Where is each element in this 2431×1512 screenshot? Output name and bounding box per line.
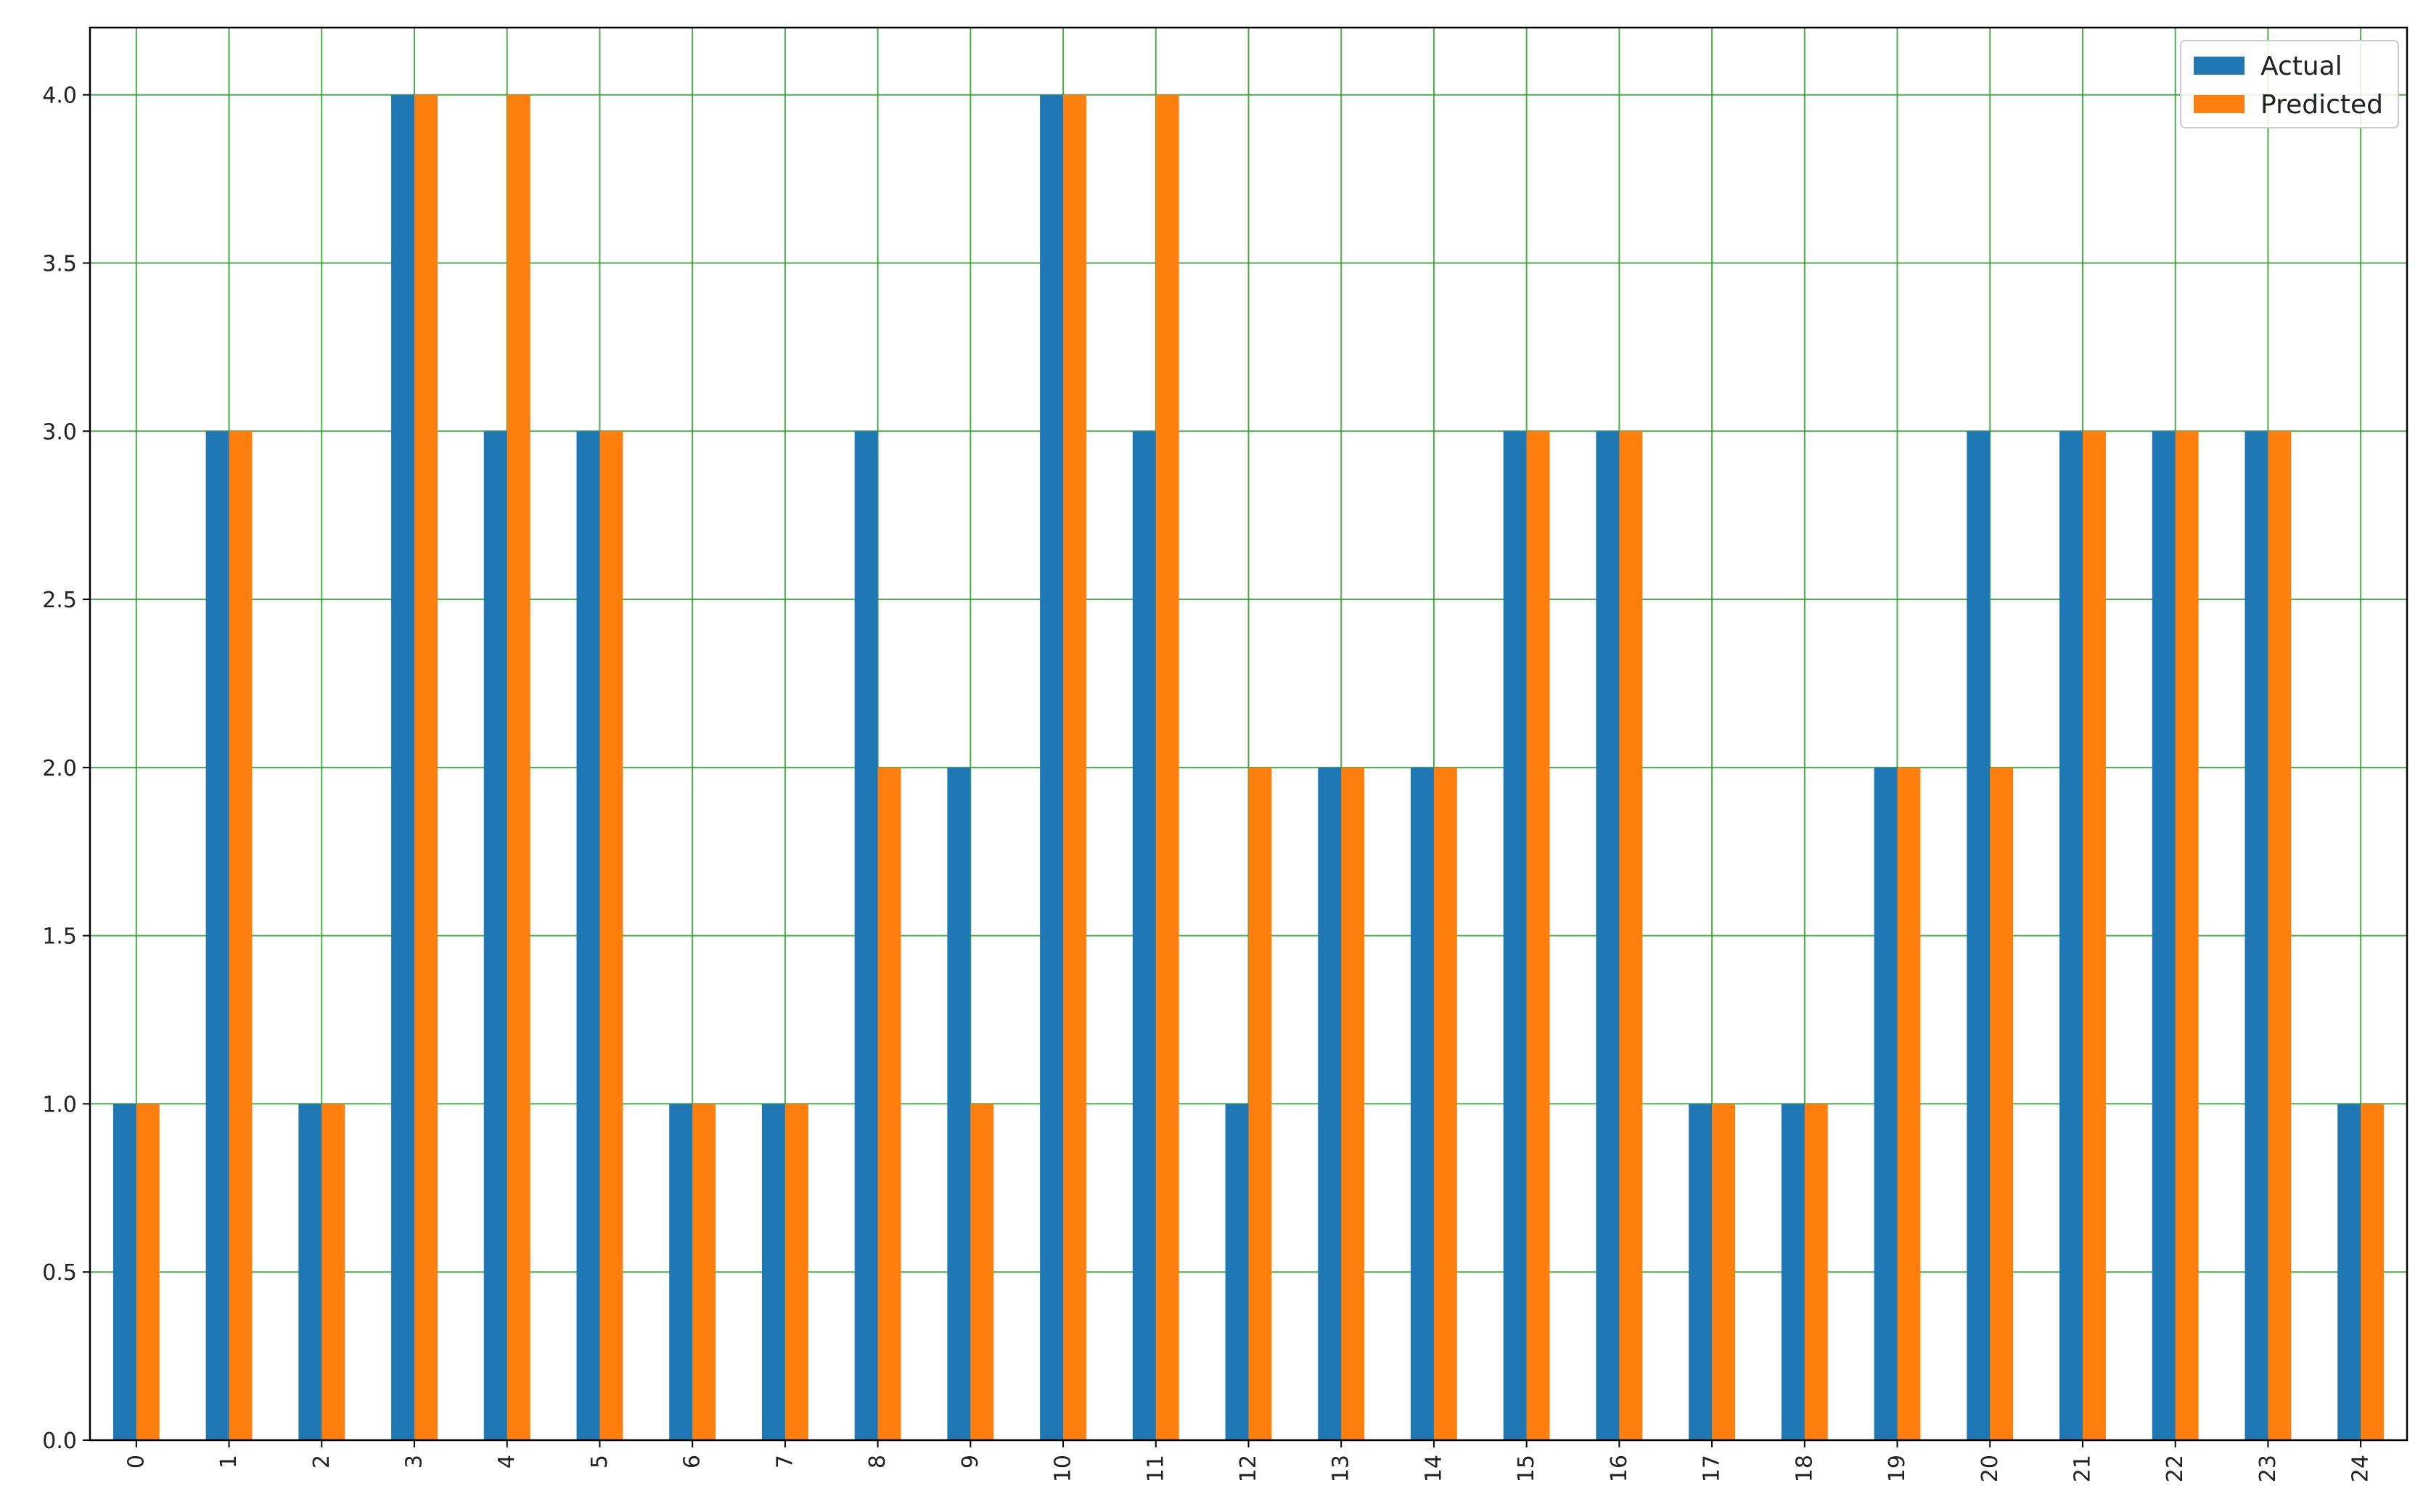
- bar-predicted-23: [2268, 431, 2292, 1441]
- x-tick-label-19: 19: [1885, 1455, 1910, 1482]
- x-tick-label-22: 22: [2163, 1455, 2188, 1482]
- bar-actual-22: [2152, 431, 2176, 1441]
- bar-actual-4: [483, 431, 507, 1441]
- bar-predicted-14: [1433, 767, 1457, 1440]
- bar-actual-11: [1132, 431, 1156, 1441]
- bar-predicted-12: [1248, 767, 1272, 1440]
- bar-predicted-0: [136, 1104, 160, 1440]
- bar-actual-24: [2337, 1104, 2361, 1440]
- bar-actual-21: [2059, 431, 2083, 1441]
- bar-actual-13: [1318, 767, 1342, 1440]
- bar-predicted-16: [1619, 431, 1643, 1441]
- x-tick-label-11: 11: [1143, 1455, 1168, 1482]
- bar-actual-1: [205, 431, 229, 1441]
- bar-predicted-15: [1526, 431, 1550, 1441]
- bars: [112, 94, 2385, 1441]
- x-tick-label-10: 10: [1051, 1455, 1076, 1482]
- x-tick-label-4: 4: [494, 1455, 520, 1468]
- x-tick-label-2: 2: [309, 1455, 335, 1468]
- bar-actual-8: [854, 431, 878, 1441]
- bar-predicted-6: [692, 1104, 716, 1440]
- bar-predicted-4: [507, 94, 530, 1441]
- y-tick-label-6: 3.0: [42, 419, 77, 445]
- bar-actual-23: [2245, 431, 2268, 1441]
- bar-predicted-5: [599, 431, 623, 1441]
- bar-actual-16: [1596, 431, 1620, 1441]
- y-tick-label-1: 0.5: [42, 1260, 77, 1286]
- bar-predicted-13: [1341, 767, 1365, 1440]
- y-axis: 0.0 0.5 1.0 1.5 2.0 2.5 3.0 3.5 4.0: [42, 83, 90, 1454]
- legend-swatch-predicted: [2194, 95, 2245, 113]
- x-tick-label-0: 0: [123, 1455, 149, 1468]
- x-tick-label-18: 18: [1792, 1455, 1817, 1482]
- bar-actual-14: [1411, 767, 1434, 1440]
- x-tick-label-14: 14: [1421, 1455, 1446, 1482]
- bar-actual-18: [1781, 1104, 1805, 1440]
- bar-actual-19: [1874, 767, 1898, 1440]
- bar-actual-2: [298, 1104, 322, 1440]
- x-tick-label-7: 7: [772, 1455, 798, 1468]
- bar-predicted-24: [2361, 1104, 2385, 1440]
- x-tick-label-12: 12: [1236, 1455, 1261, 1482]
- bar-predicted-22: [2175, 431, 2199, 1441]
- y-tick-label-5: 2.5: [42, 588, 77, 613]
- x-tick-label-16: 16: [1607, 1455, 1632, 1482]
- bar-predicted-7: [784, 1104, 808, 1440]
- x-tick-label-21: 21: [2070, 1455, 2095, 1482]
- legend-label-predicted: Predicted: [2260, 90, 2383, 120]
- x-tick-label-24: 24: [2348, 1455, 2374, 1482]
- y-tick-label-2: 1.0: [42, 1092, 77, 1117]
- bar-actual-12: [1225, 1104, 1249, 1440]
- legend-label-actual: Actual: [2260, 52, 2342, 81]
- x-tick-label-17: 17: [1700, 1455, 1725, 1482]
- bar-predicted-21: [2082, 431, 2106, 1441]
- legend-swatch-actual: [2194, 57, 2245, 75]
- bar-predicted-17: [1712, 1104, 1736, 1440]
- bar-predicted-8: [877, 767, 901, 1440]
- legend: Actual Predicted: [2180, 40, 2399, 128]
- x-tick-label-15: 15: [1514, 1455, 1539, 1482]
- bar-actual-5: [576, 431, 600, 1441]
- bar-predicted-1: [229, 431, 253, 1441]
- bar-actual-9: [947, 767, 971, 1440]
- bar-actual-6: [669, 1104, 693, 1440]
- bar-predicted-20: [1990, 767, 2014, 1440]
- x-tick-label-9: 9: [958, 1455, 983, 1468]
- x-tick-label-5: 5: [587, 1455, 612, 1468]
- y-tick-label-3: 1.5: [42, 924, 77, 950]
- bar-actual-7: [761, 1104, 785, 1440]
- x-axis: 0 1 2 3 4 5 6 7 8 9 10 11 12 13 14 15 16 17 18 19 20 21 22 23 24: [123, 1440, 2374, 1482]
- y-tick-label-0: 0.0: [42, 1429, 77, 1454]
- x-tick-label-6: 6: [680, 1455, 705, 1468]
- bar-predicted-18: [1804, 1104, 1828, 1440]
- y-tick-label-7: 3.5: [42, 252, 77, 277]
- bar-actual-17: [1689, 1104, 1713, 1440]
- x-tick-label-23: 23: [2255, 1455, 2281, 1482]
- bar-actual-10: [1040, 94, 1064, 1441]
- bar-actual-20: [1967, 431, 1991, 1441]
- bar-predicted-10: [1063, 94, 1086, 1441]
- y-tick-label-4: 2.0: [42, 756, 77, 781]
- bar-predicted-19: [1897, 767, 1921, 1440]
- x-tick-label-1: 1: [216, 1455, 242, 1468]
- bar-actual-3: [391, 94, 415, 1441]
- x-tick-label-8: 8: [865, 1455, 890, 1468]
- bar-predicted-9: [970, 1104, 994, 1440]
- y-tick-label-8: 4.0: [42, 83, 77, 109]
- x-tick-label-13: 13: [1329, 1455, 1354, 1482]
- bar-actual-15: [1503, 431, 1527, 1441]
- x-tick-label-3: 3: [402, 1455, 427, 1468]
- bar-actual-0: [112, 1104, 136, 1440]
- x-tick-label-20: 20: [1977, 1455, 2003, 1482]
- bar-predicted-3: [414, 94, 438, 1441]
- bar-predicted-11: [1155, 94, 1179, 1441]
- bar-predicted-2: [321, 1104, 345, 1440]
